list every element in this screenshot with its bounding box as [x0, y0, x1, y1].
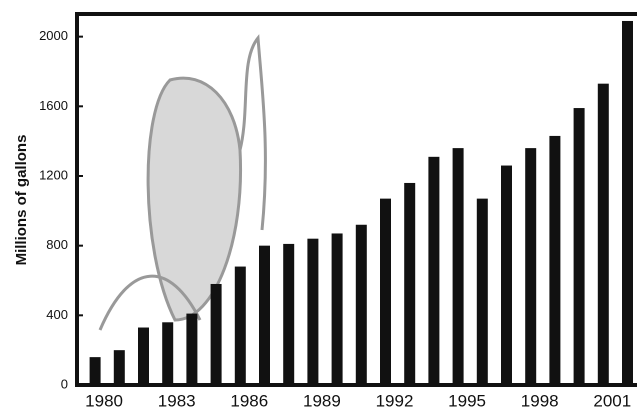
bar: [283, 244, 294, 385]
y-axis-title: Millions of gallons: [13, 135, 30, 266]
y-tick-label: 1600: [39, 98, 68, 113]
bar: [186, 314, 197, 385]
bar: [162, 322, 173, 385]
bar: [404, 183, 415, 385]
x-tick-label: 1989: [303, 391, 341, 409]
x-tick-label: 2001: [593, 391, 631, 409]
bar: [622, 21, 633, 385]
bar: [259, 246, 270, 385]
bar: [549, 136, 560, 385]
bar: [380, 199, 391, 385]
x-tick-label: 1983: [158, 391, 196, 409]
bar: [114, 350, 125, 385]
bar: [211, 284, 222, 385]
bar: [574, 108, 585, 385]
bar: [90, 357, 101, 385]
bar: [453, 148, 464, 385]
bar: [428, 157, 439, 385]
chart: Millions of gallons 0 400 800 1200 1600 2000 1…: [0, 0, 637, 409]
y-tick-label: 400: [46, 307, 68, 322]
page: {"chart_data": {"type": "bar", "y_label"…: [0, 0, 637, 409]
bar: [307, 239, 318, 385]
bar: [598, 84, 609, 385]
bar: [477, 199, 488, 385]
x-tick-label: 1995: [448, 391, 486, 409]
x-tick-label: 1998: [521, 391, 559, 409]
x-tick-label: 1986: [230, 391, 268, 409]
bar: [501, 166, 512, 385]
bar: [525, 148, 536, 385]
bar: [356, 225, 367, 385]
bar: [138, 328, 149, 385]
bar: [332, 233, 343, 385]
bar: [235, 267, 246, 385]
x-tick-label: 1980: [85, 391, 123, 409]
y-tick-label: 1200: [39, 167, 68, 182]
x-tick-label: 1992: [376, 391, 414, 409]
y-tick-label: 2000: [39, 28, 68, 43]
y-tick-label: 800: [46, 237, 68, 252]
y-tick-label: 0: [61, 376, 68, 391]
